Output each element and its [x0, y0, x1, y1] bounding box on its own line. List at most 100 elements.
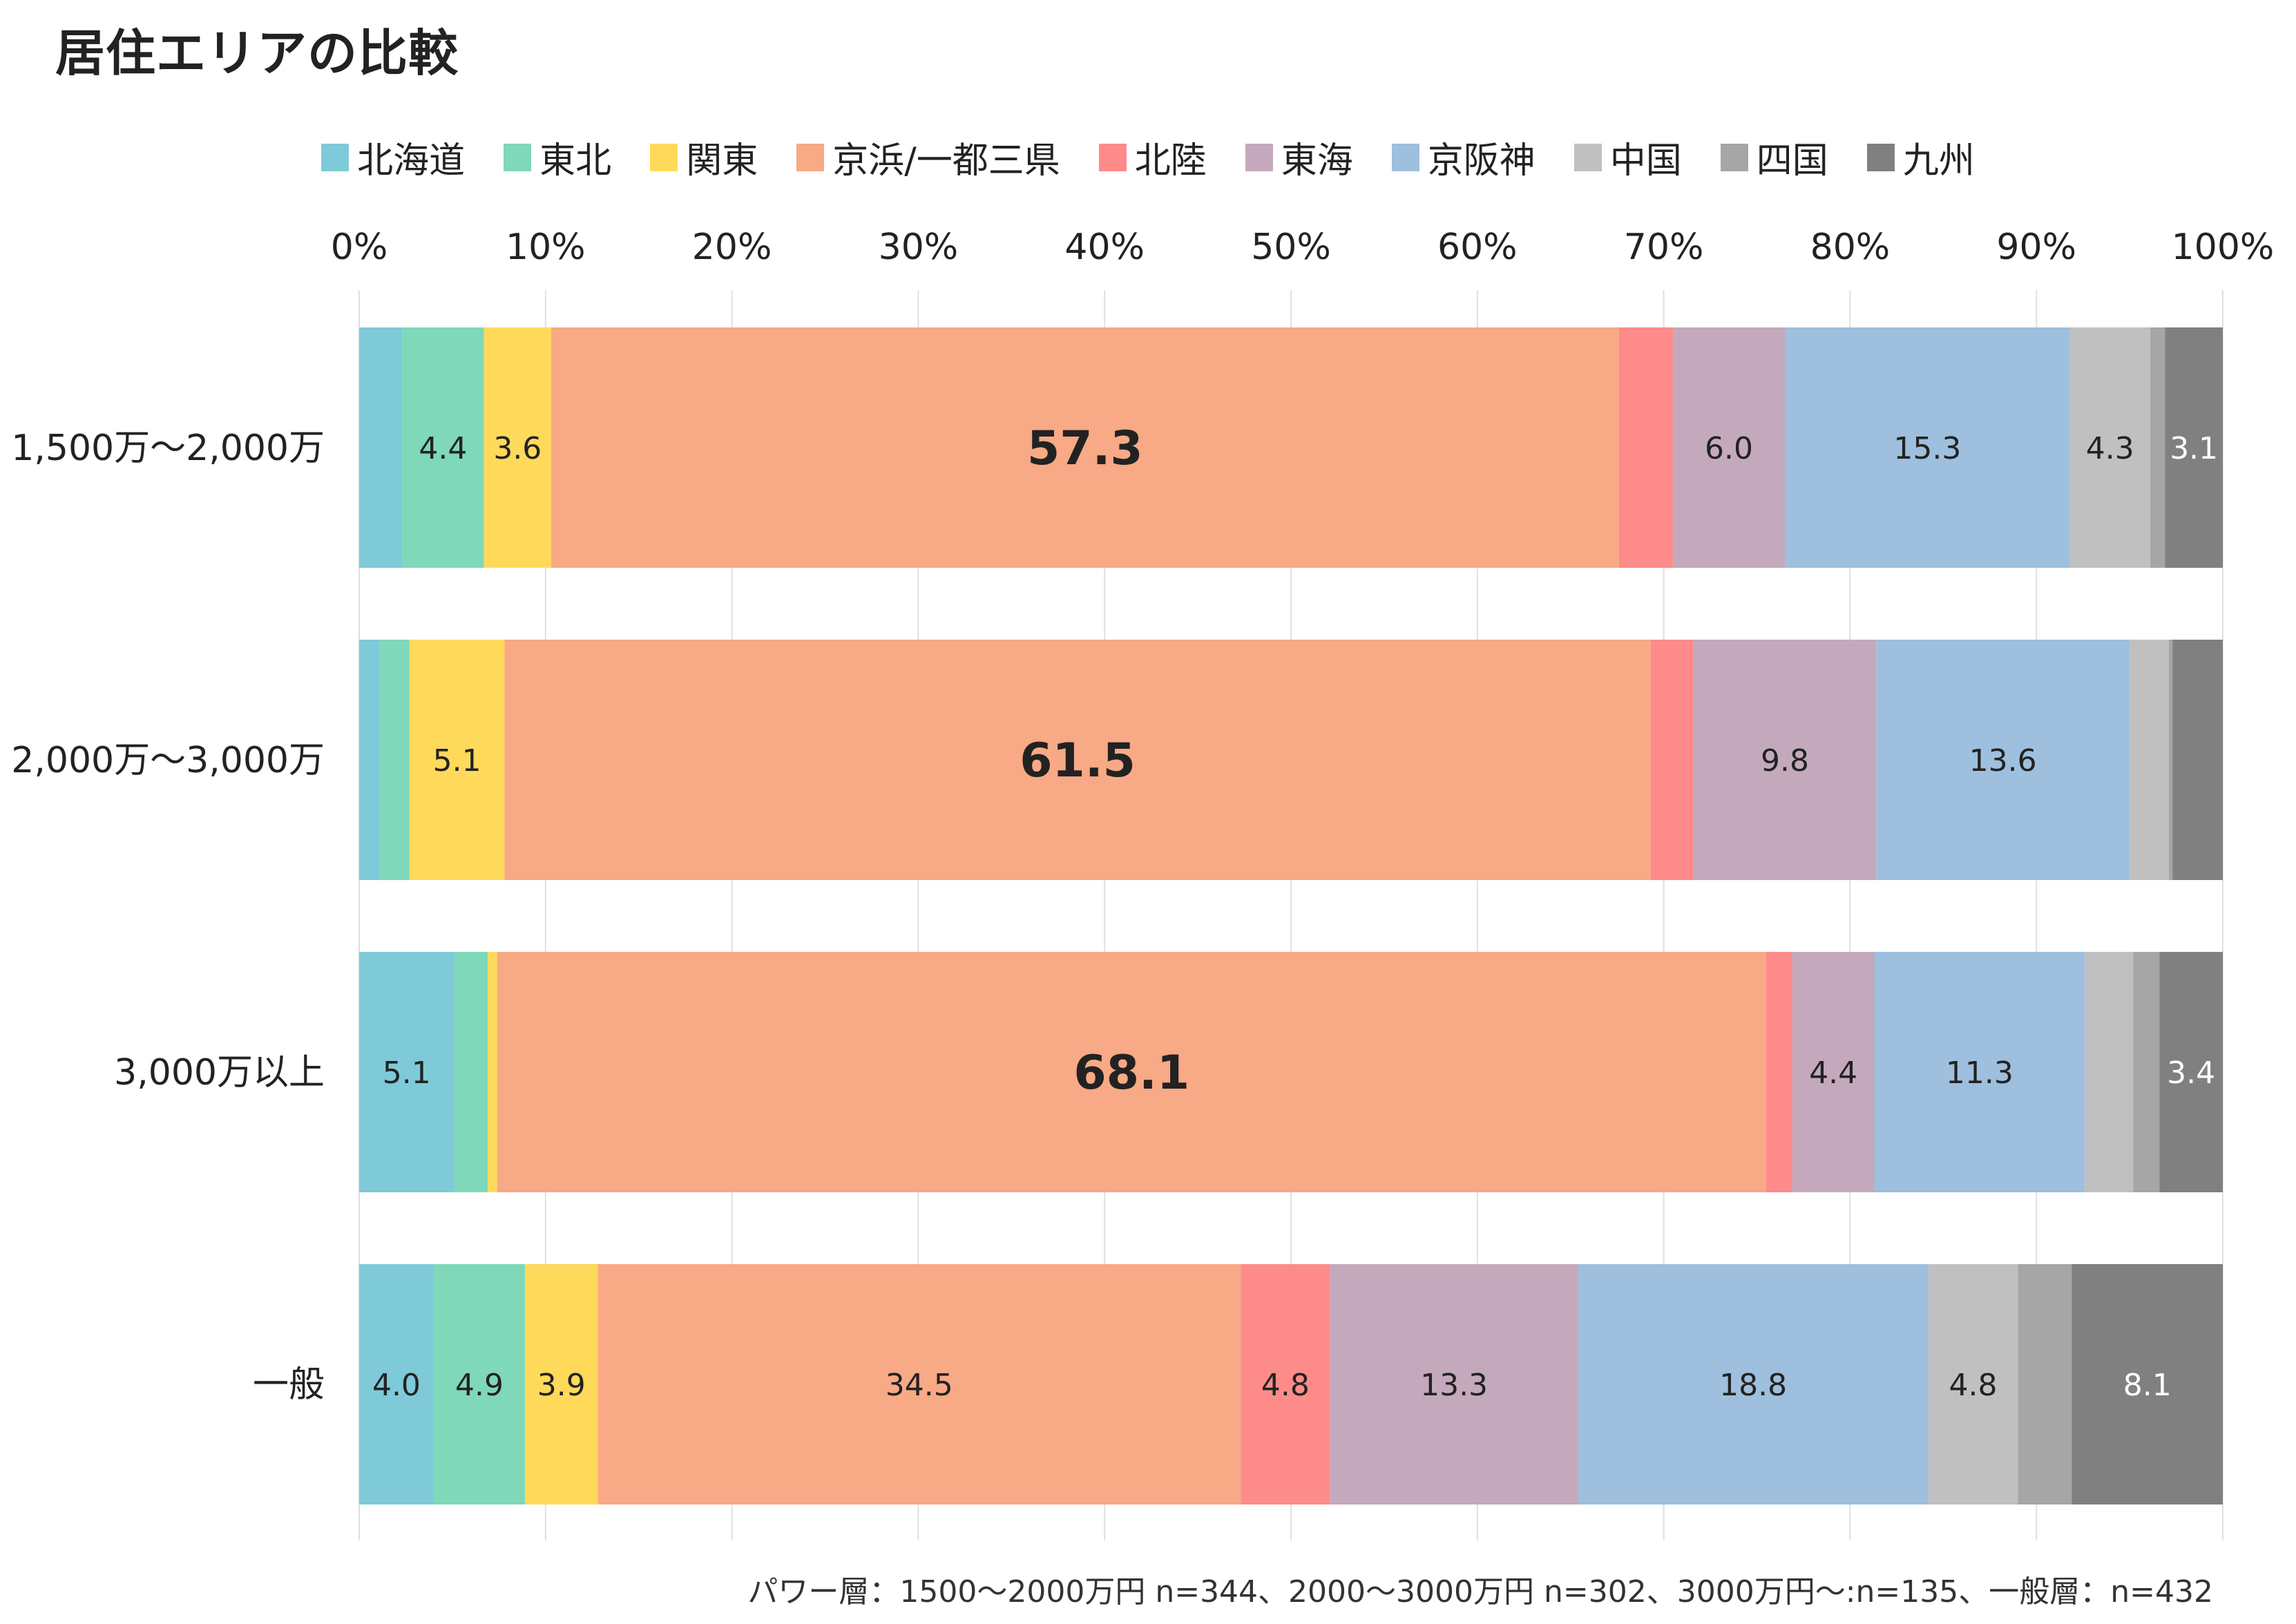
- data-label: 4.3: [2086, 431, 2134, 466]
- x-tick-label: 50%: [1251, 227, 1331, 268]
- bar-segment: [2159, 952, 2223, 1192]
- bar-segment: [497, 952, 1766, 1192]
- legend: 北海道 東北 関東 京浜/一都三県 北陸 東海 京阪神 中国 四国 九州: [0, 131, 2296, 183]
- data-label: 4.0: [372, 1368, 421, 1403]
- data-label: 13.6: [1969, 743, 2037, 778]
- bar-segment: [402, 327, 484, 568]
- x-tick-label: 70%: [1624, 227, 1704, 268]
- bar-segment: [484, 327, 551, 568]
- bar-segment: [1650, 640, 1694, 880]
- bar-segment: [2150, 327, 2165, 568]
- bar-segment: [1874, 952, 2085, 1192]
- legend-label: 東海: [1281, 140, 1353, 182]
- legend-swatch: [1098, 143, 1127, 171]
- data-label: 5.1: [383, 1055, 431, 1091]
- bar-segment: [2130, 640, 2169, 880]
- data-label: 15.3: [1893, 431, 1961, 466]
- bar-segment: [359, 1264, 434, 1504]
- bar-segment: [1673, 327, 1785, 568]
- data-label: 4.8: [1261, 1368, 1310, 1403]
- bar-segment: [359, 640, 380, 880]
- bar-segment: [2165, 327, 2223, 568]
- bar-segment: [433, 1264, 526, 1504]
- legend-label: 中国: [1609, 140, 1682, 182]
- legend-item: 東海: [1245, 131, 1353, 183]
- bar-segment: [1330, 1264, 1578, 1504]
- footnote: パワー層：1500～2000万円 n=344、2000～3000万円 n=302…: [747, 1574, 2213, 1609]
- bar-segment: [2172, 640, 2223, 880]
- x-tick-label: 10%: [506, 227, 586, 268]
- legend-item: 京阪神: [1391, 131, 1536, 183]
- data-label: 57.3: [1027, 421, 1143, 476]
- data-label: 3.1: [2170, 431, 2218, 466]
- legend-label: 京阪神: [1427, 140, 1536, 182]
- data-label: 3.4: [2167, 1055, 2215, 1091]
- legend-label: 北陸: [1134, 140, 1207, 182]
- category-label: 一般: [253, 1364, 325, 1406]
- legend-label: 関東: [686, 140, 758, 182]
- bar-segment: [2085, 952, 2134, 1192]
- bar-segment: [1876, 640, 2130, 880]
- bar-segment: [1766, 952, 1792, 1192]
- bar-segment: [1578, 1264, 1929, 1504]
- bar-segment: [454, 952, 488, 1192]
- legend-item: 京浜/一都三県: [796, 131, 1060, 183]
- data-label: 13.3: [1420, 1368, 1488, 1403]
- data-label: 61.5: [1020, 734, 1136, 788]
- bar-segment: [488, 952, 497, 1192]
- data-label: 4.8: [1949, 1368, 1997, 1403]
- legend-swatch: [1245, 143, 1273, 171]
- legend-swatch: [504, 143, 532, 171]
- legend-swatch: [1866, 143, 1895, 171]
- data-label: 4.4: [419, 431, 467, 466]
- bar-segment: [359, 952, 455, 1192]
- legend-swatch: [1391, 143, 1419, 171]
- x-tick-label: 30%: [879, 227, 959, 268]
- legend-swatch: [1573, 143, 1602, 171]
- data-label: 4.9: [455, 1368, 504, 1403]
- legend-item: 北陸: [1098, 131, 1207, 183]
- bar-segment: [2069, 327, 2150, 568]
- bar-segment: [359, 327, 403, 568]
- x-tick-label: 80%: [1810, 227, 1891, 268]
- bar-segment: [1928, 1264, 2018, 1504]
- legend-label: 九州: [1902, 140, 1975, 182]
- legend-item: 北海道: [321, 131, 465, 183]
- data-label: 11.3: [1946, 1055, 2013, 1091]
- x-tick-label: 0%: [331, 227, 388, 268]
- data-label: 3.9: [537, 1368, 586, 1403]
- legend-item: 東北: [504, 131, 611, 183]
- legend-item: 中国: [1573, 131, 1682, 183]
- data-label: 18.8: [1719, 1368, 1787, 1403]
- legend-label: 北海道: [357, 140, 466, 182]
- data-label: 5.1: [433, 743, 481, 778]
- x-tick-label: 40%: [1064, 227, 1145, 268]
- bar-segment: [409, 640, 505, 880]
- legend-swatch: [321, 143, 350, 171]
- bar-segment: [2133, 952, 2160, 1192]
- data-label: 68.1: [1073, 1046, 1189, 1100]
- bar-segment: [2168, 640, 2173, 880]
- bar-segment: [1784, 327, 2070, 568]
- legend-swatch: [650, 143, 678, 171]
- bar-segment: [551, 327, 1619, 568]
- category-label: 2,000万～3,000万: [11, 740, 325, 781]
- legend-swatch: [796, 143, 825, 171]
- x-tick-label: 90%: [1996, 227, 2076, 268]
- bar-segment: [1618, 327, 1674, 568]
- chart-title: 居住エリアの比較: [55, 24, 459, 82]
- bar-segment: [1241, 1264, 1330, 1504]
- data-label: 6.0: [1705, 431, 1753, 466]
- legend-label: 京浜/一都三県: [832, 140, 1060, 182]
- x-tick-label: 20%: [692, 227, 772, 268]
- legend-label: 東北: [539, 140, 612, 182]
- data-label: 8.1: [2123, 1368, 2172, 1403]
- x-tick-label: 60%: [1437, 227, 1518, 268]
- legend-item: 九州: [1866, 131, 1975, 183]
- bar-segment: [1792, 952, 1875, 1192]
- bar-segment: [525, 1264, 598, 1504]
- data-label: 3.6: [493, 431, 542, 466]
- bar-segment: [2072, 1264, 2223, 1504]
- legend-item: 関東: [650, 131, 758, 183]
